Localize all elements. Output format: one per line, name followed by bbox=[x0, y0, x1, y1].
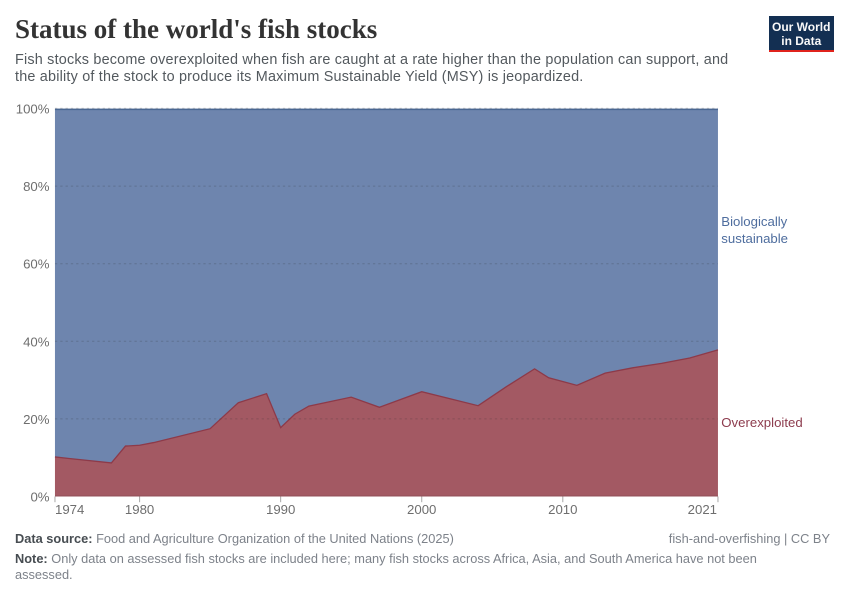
svg-text:20%: 20% bbox=[23, 412, 50, 427]
svg-text:60%: 60% bbox=[23, 257, 50, 272]
svg-text:40%: 40% bbox=[23, 334, 50, 349]
svg-text:2021: 2021 bbox=[688, 502, 717, 517]
svg-text:0%: 0% bbox=[30, 490, 49, 505]
svg-text:1990: 1990 bbox=[266, 502, 295, 517]
svg-text:2000: 2000 bbox=[407, 502, 436, 517]
svg-text:100%: 100% bbox=[16, 102, 50, 117]
svg-text:2010: 2010 bbox=[548, 502, 577, 517]
svg-text:80%: 80% bbox=[23, 179, 50, 194]
svg-text:1980: 1980 bbox=[125, 502, 154, 517]
svg-text:1974: 1974 bbox=[55, 502, 84, 517]
